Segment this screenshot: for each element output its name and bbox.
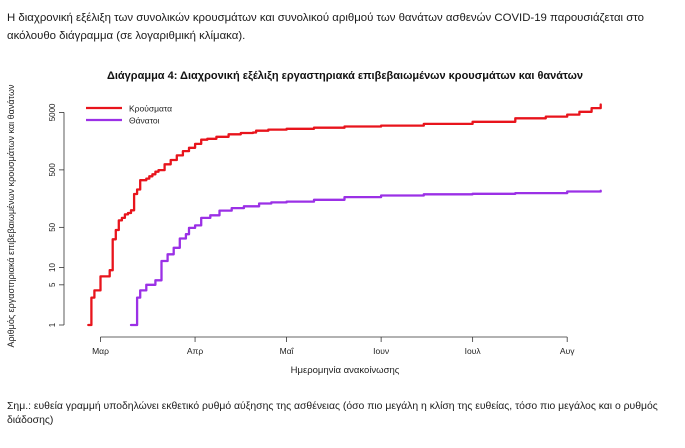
x-tick-label: Ιουλ bbox=[465, 346, 482, 356]
legend-label-0: Κρούσματα bbox=[129, 104, 172, 114]
y-tick-label: 50 bbox=[48, 222, 57, 231]
series-line-1 bbox=[129, 189, 602, 327]
chart-container: Διάγραμμα 4: Διαχρονική εξέλιξη εργαστηρ… bbox=[0, 64, 685, 384]
footnote: Σημ.: ευθεία γραμμή υποδηλώνει εκθετικό … bbox=[7, 401, 658, 426]
series-line-0 bbox=[87, 103, 602, 327]
line-chart: Διάγραμμα 4: Διαχρονική εξέλιξη εργαστηρ… bbox=[6, 70, 602, 376]
y-tick-label: 5000 bbox=[48, 103, 57, 121]
x-tick-label: Μαΐ bbox=[280, 346, 295, 356]
x-axis-label: Ημερομηνία ανακοίνωσης bbox=[291, 365, 400, 376]
axes: 1 5 10 50 500 5000 Μαρ Απρ Μαΐ Ιουν Ιουλ Αυγ bbox=[48, 103, 575, 356]
y-tick-label: 1 bbox=[48, 322, 57, 327]
intro-paragraph: Η διαχρονική εξέλιξη των συνολικών κρουσ… bbox=[7, 12, 644, 42]
x-tick-label: Μαρ bbox=[92, 346, 109, 356]
y-axis-label: Αριθμός εργαστηριακά επιβεβαιωμένων κρου… bbox=[6, 84, 16, 347]
y-tick-label: 5 bbox=[48, 282, 57, 287]
x-tick-label: Απρ bbox=[187, 346, 204, 356]
y-tick-label: 10 bbox=[48, 263, 57, 272]
legend: Κρούσματα Θάνατοι bbox=[86, 104, 172, 126]
series-layer bbox=[87, 103, 602, 327]
x-tick-label: Ιουν bbox=[373, 346, 389, 356]
chart-title: Διάγραμμα 4: Διαχρονική εξέλιξη εργαστηρ… bbox=[107, 70, 583, 82]
x-tick-label: Αυγ bbox=[560, 346, 575, 356]
y-tick-label: 500 bbox=[48, 163, 57, 177]
legend-label-1: Θάνατοι bbox=[129, 116, 160, 126]
